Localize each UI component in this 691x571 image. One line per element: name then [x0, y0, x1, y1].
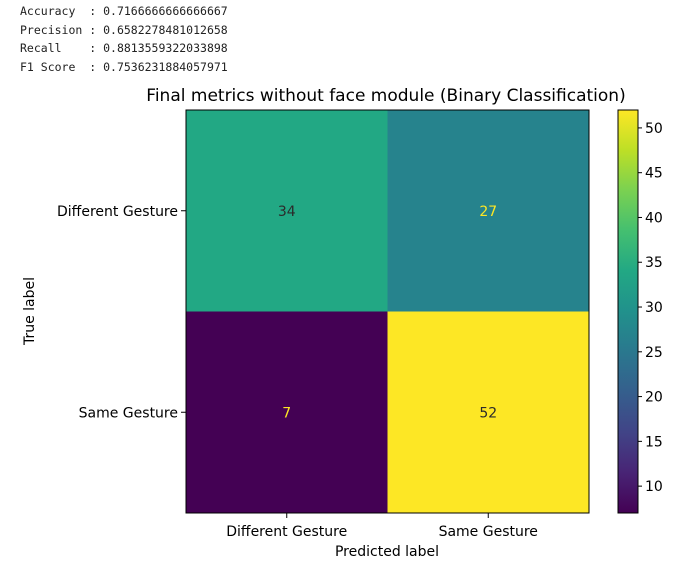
metric-line: Precision : 0.6582278481012658 — [20, 21, 228, 40]
colorbar-tick-label: 30 — [645, 300, 663, 316]
metric-line: Accuracy : 0.7166666666666667 — [20, 2, 228, 21]
colorbar-tick-label: 10 — [645, 479, 663, 495]
plot-frame — [185, 109, 590, 514]
y-axis-label: True label — [22, 277, 38, 346]
cell-value-label: 27 — [479, 204, 497, 220]
colorbar-tick-label: 35 — [645, 255, 663, 271]
metric-separator: : — [82, 41, 104, 55]
cell-value-label: 34 — [278, 204, 296, 220]
heatmap-cell — [186, 311, 388, 513]
metric-label: Accuracy — [20, 4, 83, 18]
colorbar-tick-label: 50 — [645, 121, 663, 137]
metric-line: Recall : 0.8813559322033898 — [20, 39, 228, 58]
metric-value: 0.7166666666666667 — [103, 4, 228, 18]
metric-value: 0.6582278481012658 — [103, 22, 228, 37]
y-tick-label: Same Gesture — [79, 405, 178, 421]
colorbar-tick-label: 40 — [645, 210, 663, 226]
metric-separator: : — [82, 22, 104, 37]
heatmap-cell — [387, 311, 589, 513]
cell-value-label: 52 — [479, 405, 497, 421]
metric-separator: : — [82, 4, 104, 18]
x-axis-label: Predicted label — [335, 544, 439, 560]
metric-value: 0.8813559322033898 — [103, 41, 228, 55]
colorbar-tick-label: 15 — [645, 434, 663, 450]
x-tick-label: Different Gesture — [226, 524, 347, 540]
metric-label: Precision — [20, 22, 83, 37]
metric-separator: : — [82, 59, 104, 74]
cell-value-label: 7 — [282, 405, 291, 421]
metric-label: F1 Score — [20, 59, 83, 74]
colorbar-tick-label: 20 — [645, 390, 663, 406]
y-tick-label: Different Gesture — [57, 204, 178, 220]
heatmap-cell — [186, 110, 388, 312]
metric-value: 0.7536231884057971 — [103, 59, 228, 74]
metric-line: F1 Score : 0.7536231884057971 — [20, 58, 228, 77]
metrics-output: Accuracy : 0.7166666666666667 Precision :… — [20, 2, 228, 76]
colorbar — [617, 109, 639, 514]
colorbar-tick-label: 25 — [645, 345, 663, 361]
x-tick-label: Same Gesture — [439, 524, 538, 540]
metric-label: Recall — [20, 41, 83, 55]
heatmap-cell — [387, 110, 589, 312]
chart-title: Final metrics without face module (Binar… — [146, 86, 625, 106]
colorbar-tick-label: 45 — [645, 166, 663, 182]
